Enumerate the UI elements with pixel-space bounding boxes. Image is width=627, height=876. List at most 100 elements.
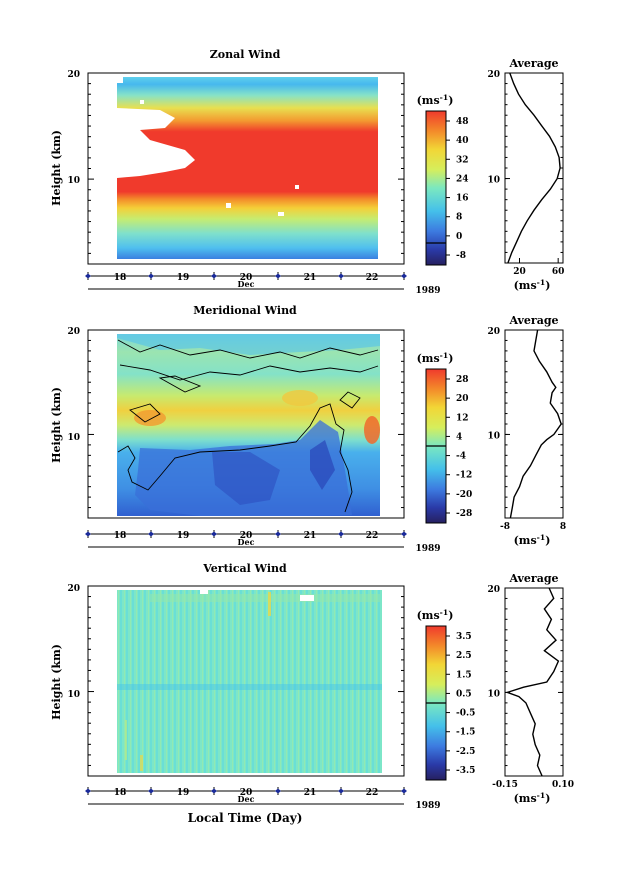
vertical-wind-panel: Vertical Wind 20 10 Height (km) 18 19 20 21…	[50, 562, 475, 825]
zonal-ytick: 10	[67, 176, 80, 186]
colorbar-label: -1.5	[456, 728, 475, 738]
zonal-colorbar: (ms-1)48 40 32 24 16 8 0 -8	[417, 93, 469, 266]
average-frame	[504, 72, 564, 264]
month-label: Dec	[238, 794, 255, 804]
x-tick-label: 21	[304, 273, 317, 283]
zonal-wind-panel: Zonal Wind 20 10 Height (km) 18 19 20 21 22 D…	[50, 48, 469, 296]
colorbar-label: 24	[456, 174, 469, 184]
zonal-ytick: 20	[67, 70, 80, 80]
zonal-average-panel: Average 20 10 20 60(ms-1)	[487, 57, 564, 292]
vertical-heatmap	[117, 590, 382, 773]
meridional-ylabel: Height (km)	[50, 387, 63, 463]
month-label: Dec	[238, 279, 255, 289]
average-title: Average	[508, 572, 558, 585]
day-marker	[148, 531, 154, 537]
colorbar-label: 20	[456, 394, 469, 404]
vertical-average-panel: Average 20 10 -0.15 0.10(ms-1)	[487, 572, 573, 805]
average-xlabel: (ms-1)	[514, 278, 551, 292]
average-profile-line	[509, 329, 562, 519]
day-marker	[338, 788, 344, 794]
day-marker	[85, 531, 91, 537]
meridional-title: Meridional Wind	[193, 304, 297, 317]
day-marker	[275, 788, 281, 794]
colorbar-label: 40	[456, 136, 469, 146]
day-marker	[275, 531, 281, 537]
main-y-ticks	[88, 72, 404, 265]
average-frame	[504, 329, 564, 519]
average-ytick: 10	[487, 431, 500, 441]
day-marker	[148, 273, 154, 279]
average-title: Average	[508, 314, 558, 327]
day-marker	[401, 273, 407, 279]
colorbar-label: -28	[456, 509, 472, 519]
colorbar-title: (ms-1)	[417, 351, 454, 365]
average-xtick: -8	[500, 522, 510, 532]
colorbar-label: -2.5	[456, 747, 475, 757]
meridional-wind-panel: Meridional Wind 20 10 Height (km) 18 19 20…	[50, 304, 472, 554]
day-marker	[401, 531, 407, 537]
day-marker	[211, 788, 217, 794]
colorbar-label: -4	[456, 452, 466, 462]
day-marker	[338, 273, 344, 279]
average-title: Average	[508, 57, 558, 70]
average-ytick: 10	[487, 176, 500, 186]
colorbar-label: 0.5	[456, 689, 472, 699]
average-profile-line	[507, 72, 561, 264]
vertical-xlabel: Local Time (Day)	[188, 811, 303, 825]
average-xlabel: (ms-1)	[514, 791, 551, 805]
day-marker	[85, 788, 91, 794]
vertical-ylabel: Height (km)	[50, 644, 63, 720]
x-tick-label: 19	[177, 788, 190, 798]
average-ytick: 20	[487, 585, 500, 595]
average-ytick: 10	[487, 689, 500, 699]
day-marker	[211, 273, 217, 279]
vertical-features	[117, 590, 382, 771]
day-marker	[148, 788, 154, 794]
day-marker	[211, 531, 217, 537]
colorbar-label: -0.5	[456, 709, 475, 719]
average-frame	[504, 587, 564, 777]
month-label: Dec	[238, 537, 255, 547]
x-tick-label: 18	[114, 788, 127, 798]
average-xtick: 0.10	[552, 780, 574, 790]
x-tick-label: 21	[304, 531, 317, 541]
day-marker	[401, 788, 407, 794]
x-tick-label: 22	[366, 273, 379, 283]
colorbar-label: 2.5	[456, 651, 472, 661]
meridional-ytick: 10	[67, 433, 80, 443]
x-tick-label: 20	[240, 788, 253, 798]
vertical-ytick: 10	[67, 690, 80, 700]
colorbar-label: 8	[456, 213, 462, 223]
colorbar-label: -20	[456, 490, 472, 500]
day-marker	[275, 273, 281, 279]
day-marker	[338, 531, 344, 537]
main-y-ticks	[88, 329, 404, 519]
average-xtick: 20	[513, 267, 526, 277]
colorbar-label: 0	[456, 232, 462, 242]
year-label: 1989	[415, 286, 440, 296]
colorbar-label: 16	[456, 194, 469, 204]
meridional-zero-contour	[117, 339, 379, 513]
meridional-colorbar: (ms-1)28 20 12 4 -4 -12 -20 -28	[417, 351, 472, 524]
colorbar-label: 3.5	[456, 632, 472, 642]
average-ytick: 20	[487, 327, 500, 337]
year-label: 1989	[415, 544, 440, 554]
x-tick-label: 20	[240, 531, 253, 541]
average-ytick: 20	[487, 70, 500, 80]
colorbar-label: 4	[456, 432, 462, 442]
average-xlabel: (ms-1)	[514, 533, 551, 547]
main-y-ticks	[88, 585, 404, 777]
colorbar-label: 32	[456, 155, 469, 165]
colorbar-title: (ms-1)	[417, 93, 454, 107]
meridional-average-panel: Average 20 10 -8 8 (ms-1)	[487, 314, 566, 547]
x-tick-label: 18	[114, 273, 127, 283]
meridional-x-axis: 18 19 20 21 22 Dec 1989	[85, 530, 441, 554]
colorbar-label: -3.5	[456, 766, 475, 776]
year-label: 1989	[415, 801, 440, 811]
colorbar-label: 1.5	[456, 670, 472, 680]
colorbar-label: 48	[456, 117, 469, 127]
x-tick-label: 21	[304, 788, 317, 798]
x-tick-label: 18	[114, 531, 127, 541]
vertical-ytick: 20	[67, 584, 80, 594]
x-tick-label: 20	[240, 273, 253, 283]
